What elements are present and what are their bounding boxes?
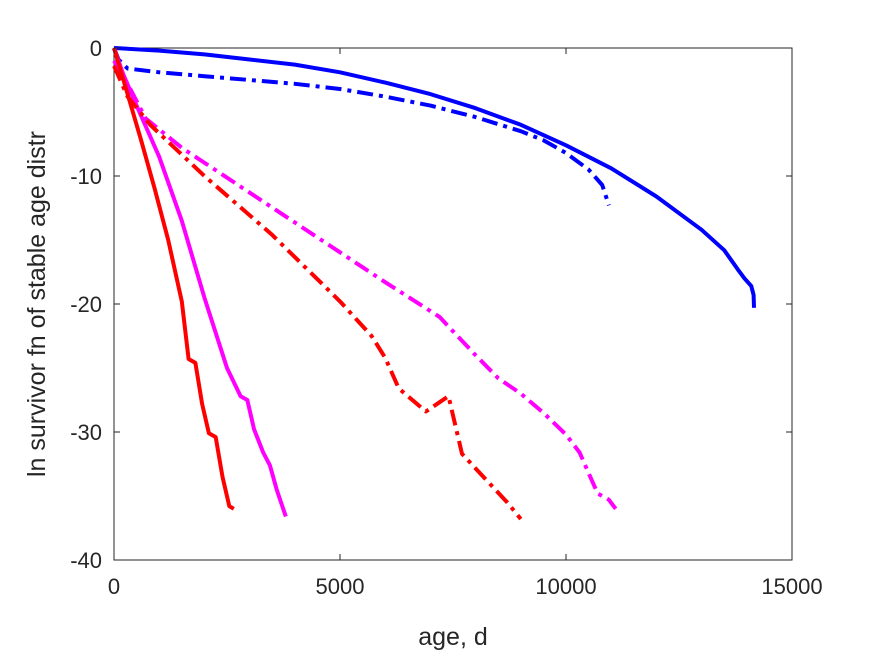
y-axis-ticks: 0 -10 -20 -30 -40 [70, 36, 792, 573]
series-layer [112, 46, 756, 521]
axes-frame [113, 47, 793, 561]
series-line-2 [112, 47, 611, 207]
y-axis-label: ln survivor fn of stable age distr [23, 131, 51, 477]
x-tick-label: 15000 [761, 574, 822, 599]
x-tick-label: 5000 [316, 574, 365, 599]
plot-area [113, 47, 793, 561]
series-line-4 [112, 59, 618, 511]
series-line-5 [112, 47, 235, 511]
x-axis-ticks: 0 5000 10000 15000 [108, 48, 823, 599]
series-line-1 [113, 46, 756, 308]
x-tick-label: 0 [108, 574, 120, 599]
y-tick-label: -10 [70, 164, 102, 189]
y-tick-label: 0 [90, 36, 102, 61]
x-tick-label: 10000 [535, 574, 596, 599]
series-line-6 [112, 65, 523, 521]
x-axis-label: age, d [418, 623, 488, 651]
y-tick-label: -30 [70, 420, 102, 445]
y-tick-label: -20 [70, 292, 102, 317]
y-tick-label: -40 [70, 548, 102, 573]
